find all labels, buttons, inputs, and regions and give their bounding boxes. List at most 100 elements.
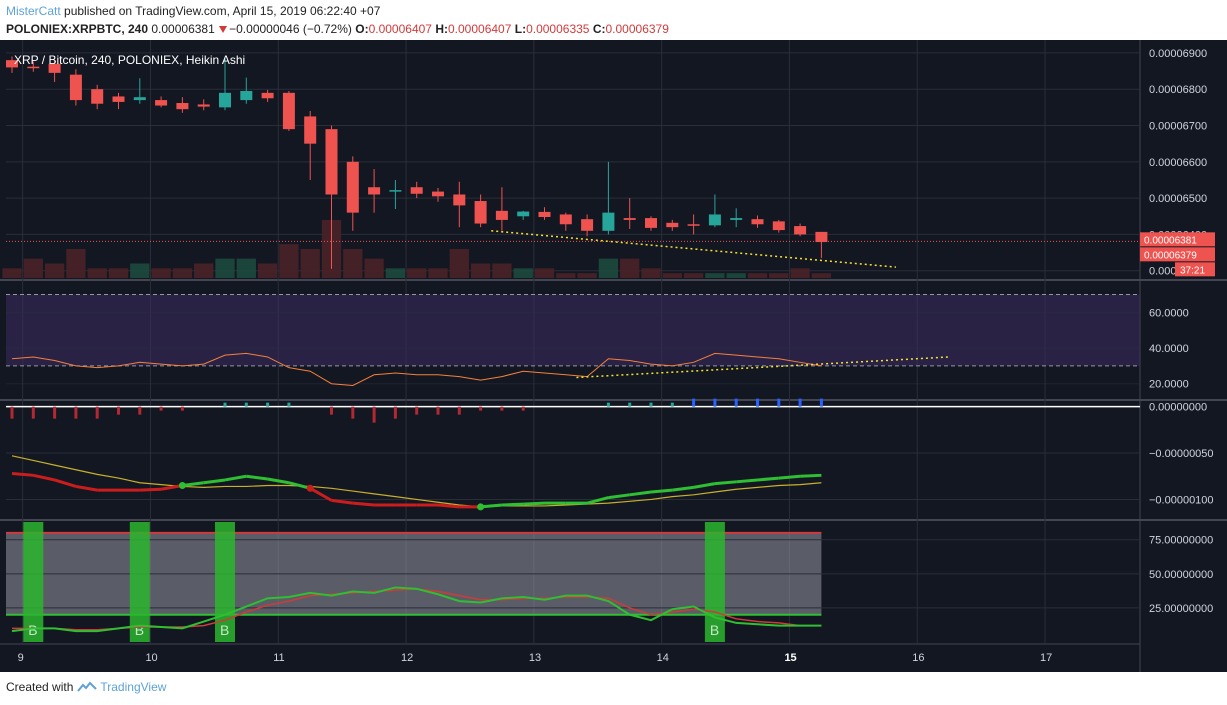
bull-candle xyxy=(133,97,146,101)
fast-line-segment xyxy=(309,486,333,502)
fast-line-segment xyxy=(650,488,673,494)
chart-svg[interactable]: 0.00006900 0.00006800 0.00006700 0.00006600… xyxy=(0,40,1227,672)
histogram-bar xyxy=(159,406,163,411)
bull-candle xyxy=(602,212,615,231)
histogram-bar xyxy=(500,406,504,411)
fast-line-segment xyxy=(288,481,311,490)
fast-line-segment xyxy=(757,476,779,482)
fast-line-segment xyxy=(75,484,98,492)
tradingview-logo-icon xyxy=(77,681,98,692)
down-arrow-icon xyxy=(219,26,228,34)
fast-line-segment xyxy=(11,471,34,477)
histogram-bar xyxy=(606,402,610,407)
bull-candle xyxy=(517,211,530,217)
buy-signal-label: B xyxy=(220,622,229,638)
bear-candle xyxy=(538,211,551,218)
bear-candle xyxy=(368,187,381,195)
buy-signal-label: B xyxy=(28,622,37,638)
histogram-bar xyxy=(330,406,333,415)
fast-line-segment xyxy=(672,485,694,492)
chart-title: XRP / Bitcoin, 240, POLONIEX, Heikin Ash… xyxy=(14,53,245,67)
volume-bar xyxy=(215,258,235,278)
volume-bar xyxy=(513,268,533,278)
buy-signal-label: B xyxy=(710,622,719,638)
stoch-tick-label: 75.00000000 xyxy=(1149,535,1213,547)
cross-dot xyxy=(477,503,485,511)
fast-line-segment xyxy=(586,496,609,505)
bear-candle xyxy=(346,161,359,213)
bear-candle xyxy=(453,194,466,206)
volume-bar xyxy=(470,263,491,278)
histogram-bar xyxy=(10,406,14,419)
open-value: 0.00006407 xyxy=(368,22,432,36)
rsi-tick-label: 20.0000 xyxy=(1149,379,1189,391)
volume-bar xyxy=(492,263,512,278)
oscillator-tick-label: −0.00000050 xyxy=(1149,448,1214,460)
chart-area[interactable]: 0.00006900 0.00006800 0.00006700 0.00006600… xyxy=(0,40,1227,672)
author-link[interactable]: MisterCatt xyxy=(6,4,61,18)
volume-bar xyxy=(66,249,86,278)
volume-bar xyxy=(108,268,129,278)
histogram-bar xyxy=(756,398,759,407)
histogram-bar xyxy=(244,402,248,407)
volume-bar xyxy=(726,273,746,278)
price-tag-label: 0.00006381 xyxy=(1144,235,1197,246)
volume-bar xyxy=(620,258,640,278)
tradingview-brand: TradingView xyxy=(100,680,167,694)
cross-dot xyxy=(306,484,314,492)
oscillator-tick-label: −0.00000100 xyxy=(1149,494,1214,506)
volume-bar xyxy=(641,268,661,278)
histogram-bar xyxy=(287,402,291,407)
time-tick-label: 17 xyxy=(1040,652,1052,664)
volume-bar xyxy=(790,268,810,278)
fast-line-segment xyxy=(501,502,524,507)
bear-candle xyxy=(261,92,274,99)
bear-candle xyxy=(623,218,636,220)
histogram-bar xyxy=(266,402,270,407)
publish-info: MisterCatt published on TradingView.com,… xyxy=(6,4,380,18)
bear-candle xyxy=(687,224,700,226)
time-tick-label: 15 xyxy=(784,652,796,664)
time-tick-label: 14 xyxy=(657,652,669,664)
volume-bar xyxy=(747,273,768,278)
fast-line-segment xyxy=(246,474,268,481)
histogram-bar xyxy=(819,398,823,407)
fast-line-segment xyxy=(736,478,758,484)
symbol-info: POLONIEX:XRPBTC, 240 0.00006381 −0.00000… xyxy=(6,22,669,36)
fast-line-segment xyxy=(523,501,545,506)
price-tick-label: 0.00006700 xyxy=(1149,121,1207,133)
time-tick-label: 10 xyxy=(145,652,157,664)
time-tick-label: 12 xyxy=(401,652,413,664)
volume-bar xyxy=(598,258,619,278)
volume-bar xyxy=(705,273,725,278)
bear-candle xyxy=(432,191,444,197)
rsi-tick-label: 60.0000 xyxy=(1149,307,1189,319)
histogram-bar xyxy=(223,402,227,407)
stoch-k-line xyxy=(11,586,822,633)
bear-candle xyxy=(48,63,61,73)
bear-candle xyxy=(69,74,82,101)
fast-line-segment xyxy=(800,473,822,478)
rsi-band xyxy=(6,294,1140,366)
volume-bar xyxy=(151,268,171,278)
tradingview-link[interactable]: TradingView xyxy=(77,680,166,694)
volume-bar xyxy=(385,268,406,278)
low-value: 0.00006335 xyxy=(526,22,590,36)
high-value: 0.00006407 xyxy=(448,22,512,36)
volume-bar xyxy=(343,249,363,278)
fast-line-segment xyxy=(437,503,460,509)
histogram-bar xyxy=(692,398,696,407)
bear-candle xyxy=(91,89,104,104)
histogram-bar xyxy=(649,402,653,407)
volume-bar xyxy=(449,249,469,278)
price-tick-label: 0.00006900 xyxy=(1149,48,1207,60)
low-label: L: xyxy=(514,22,527,36)
volume-bar xyxy=(364,258,384,278)
volume-bar xyxy=(556,273,576,278)
symbol-label: POLONIEX:XRPBTC, 240 xyxy=(6,22,149,36)
bear-candle xyxy=(410,187,423,194)
volume-bar xyxy=(428,268,448,278)
fast-line-segment xyxy=(629,490,652,497)
fast-line-segment xyxy=(352,501,375,507)
volume-bar xyxy=(534,268,555,278)
